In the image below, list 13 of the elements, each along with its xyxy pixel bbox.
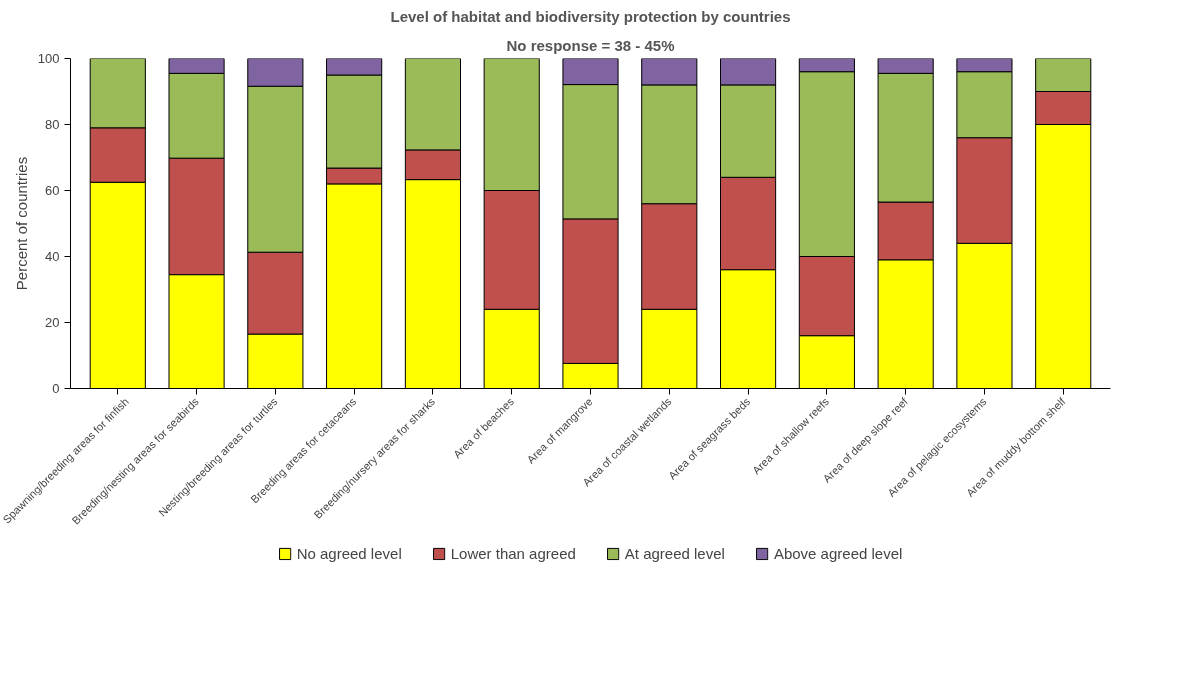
legend-label: Lower than agreed <box>450 544 576 562</box>
y-axis-title: Percent of countries <box>12 156 30 291</box>
chart-subtitle: No response = 38 - 45% <box>506 36 675 54</box>
legend-label: At agreed level <box>624 544 725 562</box>
chart-title: Level of habitat and biodiversity protection by countries <box>390 7 791 25</box>
y-tick-label: 0 <box>52 381 60 396</box>
y-tick-label: 60 <box>45 183 60 198</box>
legend-label: Above agreed level <box>773 544 903 562</box>
legend-label: No agreed level <box>296 544 402 562</box>
y-tick-label: 20 <box>45 315 60 330</box>
y-tick-label: 80 <box>45 117 60 132</box>
y-tick-label: 40 <box>45 249 60 264</box>
y-tick-label: 100 <box>37 51 60 66</box>
